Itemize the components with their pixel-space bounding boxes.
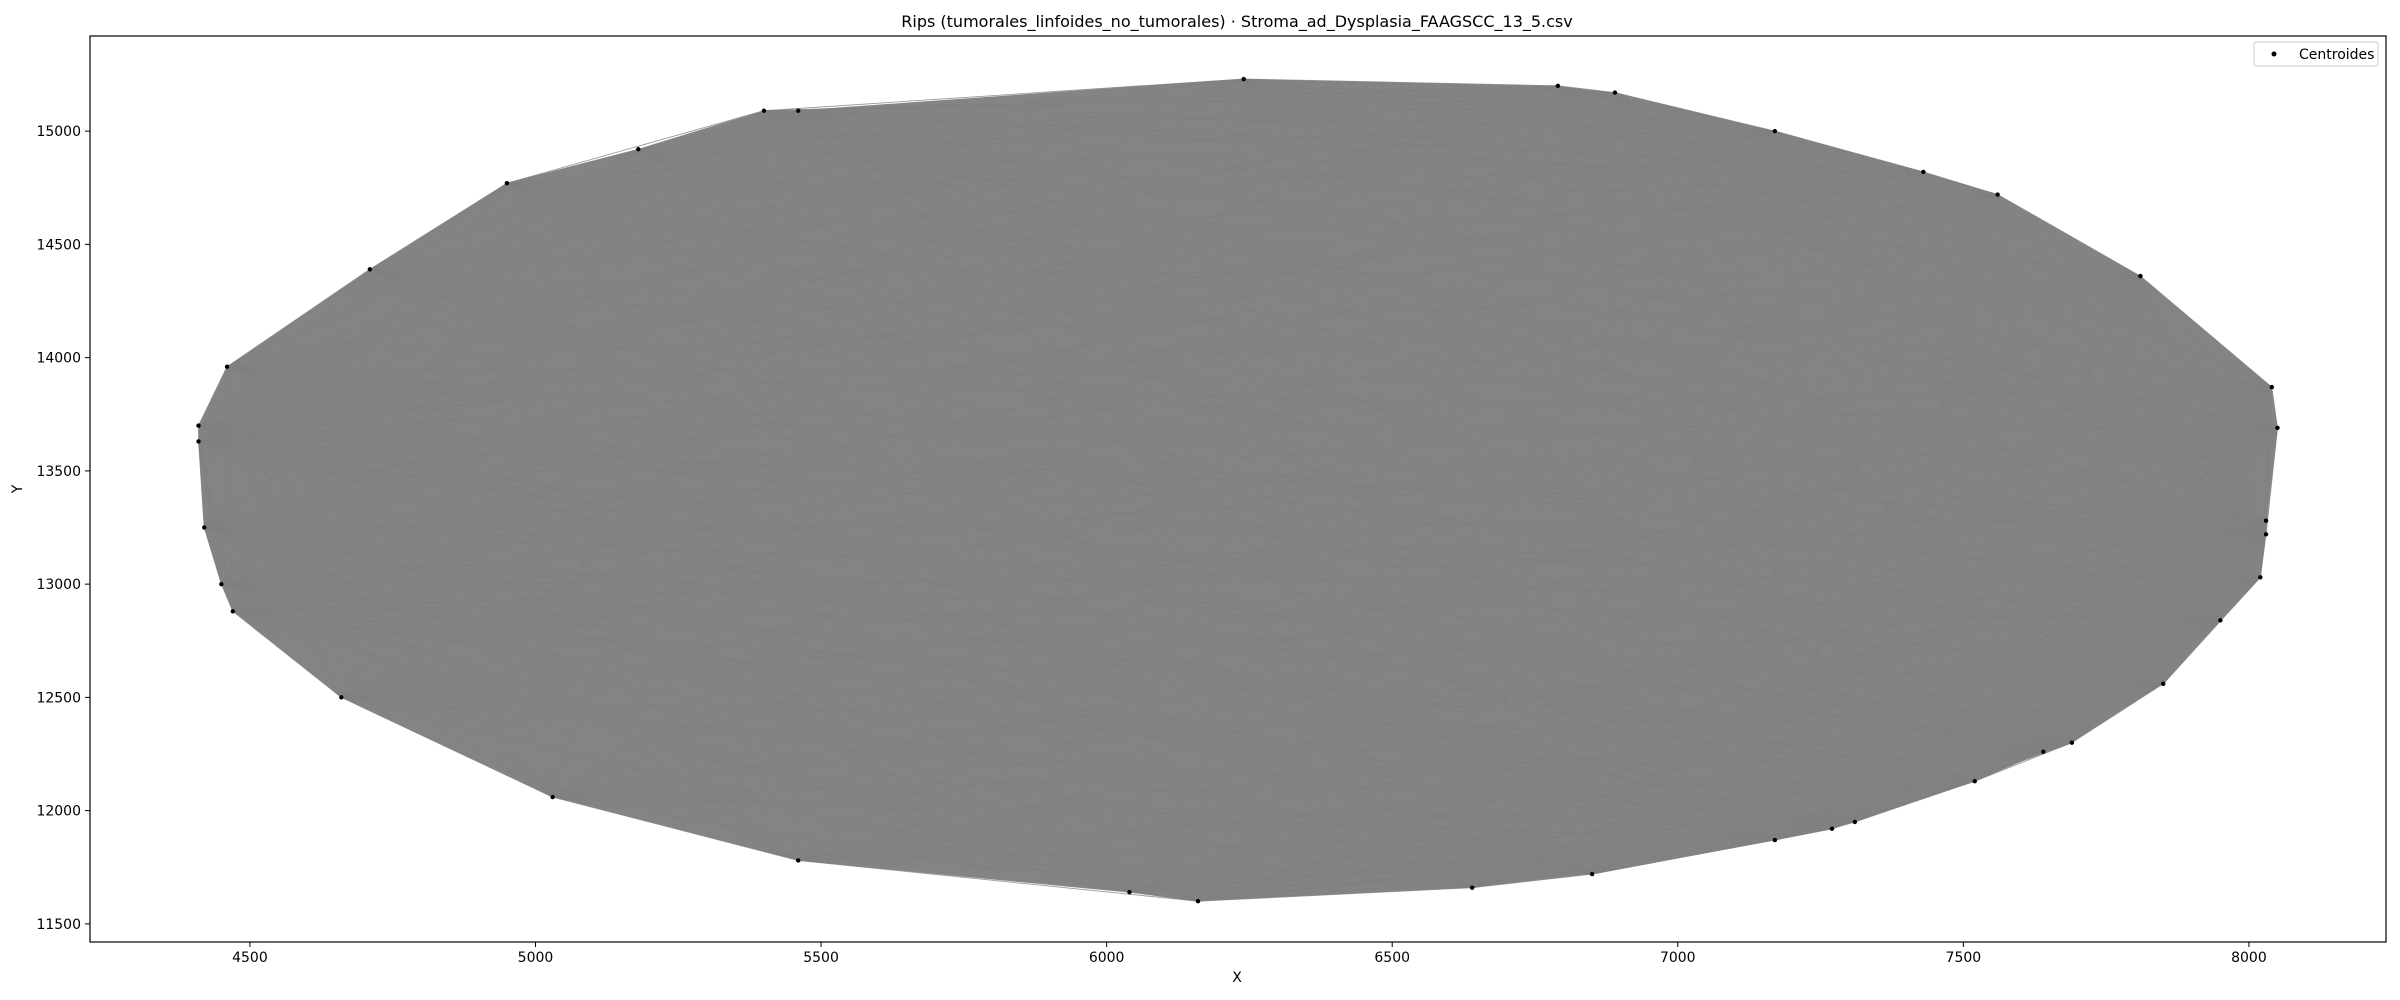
centroid-point [636,147,641,152]
centroid-point [2275,425,2280,431]
chart-title: Rips (tumorales_linfoides_no_tumorales) … [901,12,1572,32]
centroid-point [1241,76,1246,82]
centroid-points [196,76,2280,904]
centroid-point [1612,90,1618,95]
centroid-point [1972,778,1977,784]
x-tick-label: 5000 [518,950,554,966]
rips-dense-region [198,79,2278,902]
centroid-point [2269,384,2274,390]
centroid-point [2258,575,2263,580]
x-axis-ticks: 4500 5000 5500 6000 6500 7000 7500 8000 [232,942,2267,966]
centroid-point [196,423,201,428]
centroid-point [219,581,224,587]
y-axis-ticks: 11500 12000 12500 13000 13500 14000 14500 15000 [36,124,90,933]
x-tick-label: 5500 [803,950,839,966]
y-tick-label: 15000 [36,124,81,140]
centroid-point [1589,871,1595,877]
rips-edge [798,860,1199,902]
y-tick-label: 11500 [36,917,81,933]
centroid-point [1995,192,2000,197]
x-tick-label: 6500 [1374,950,1410,966]
y-tick-label: 12500 [36,690,81,706]
centroid-point [504,181,510,186]
centroid-point [339,695,344,700]
centroid-point [1469,885,1475,890]
y-tick-label: 14000 [36,351,81,367]
centroid-point [796,858,801,863]
centroid-point [1127,889,1132,895]
x-axis-label: X [1232,970,1242,986]
centroid-point [2041,749,2046,754]
x-tick-label: 6000 [1089,950,1125,966]
x-tick-label: 8000 [2231,950,2267,966]
legend-box [2253,41,2379,67]
centroid-point [2218,618,2223,623]
centroid-point [1921,169,1926,175]
centroid-point [367,267,373,272]
plot-frame [89,35,2387,943]
x-tick-label: 7000 [1660,950,1696,966]
y-tick-label: 13500 [36,464,81,480]
y-tick-label: 14500 [36,237,81,253]
centroid-point [1772,837,1778,843]
centroid-point [1195,899,1201,904]
x-tick-label: 7500 [1946,950,1982,966]
centroid-point [1772,128,1778,134]
centroid-point [2138,273,2143,279]
centroid-point [196,439,201,444]
centroid-point [2263,532,2269,537]
centroid-point [1829,826,1835,831]
rips-edge [506,110,765,184]
centroid-point [2069,740,2075,745]
centroid-point [1852,819,1858,825]
rips-edges [198,78,2278,902]
centroid-point [2161,681,2166,686]
centroid-point [550,794,555,800]
y-tick-label: 13000 [36,577,81,593]
legend-marker [2271,51,2277,57]
centroid-point [202,525,207,530]
y-tick-label: 12000 [36,804,81,820]
centroid-point [761,108,767,113]
centroid-point [796,108,801,113]
centroid-point [230,609,235,614]
centroid-point [224,364,230,369]
y-axis-label: Y [10,484,26,494]
rips-edge [1974,742,2073,782]
x-tick-label: 4500 [232,950,268,966]
centroid-point [1555,83,1561,89]
legend-label: Centroides [2299,47,2374,63]
legend: Centroides [2253,41,2379,67]
centroid-point [2263,518,2269,523]
